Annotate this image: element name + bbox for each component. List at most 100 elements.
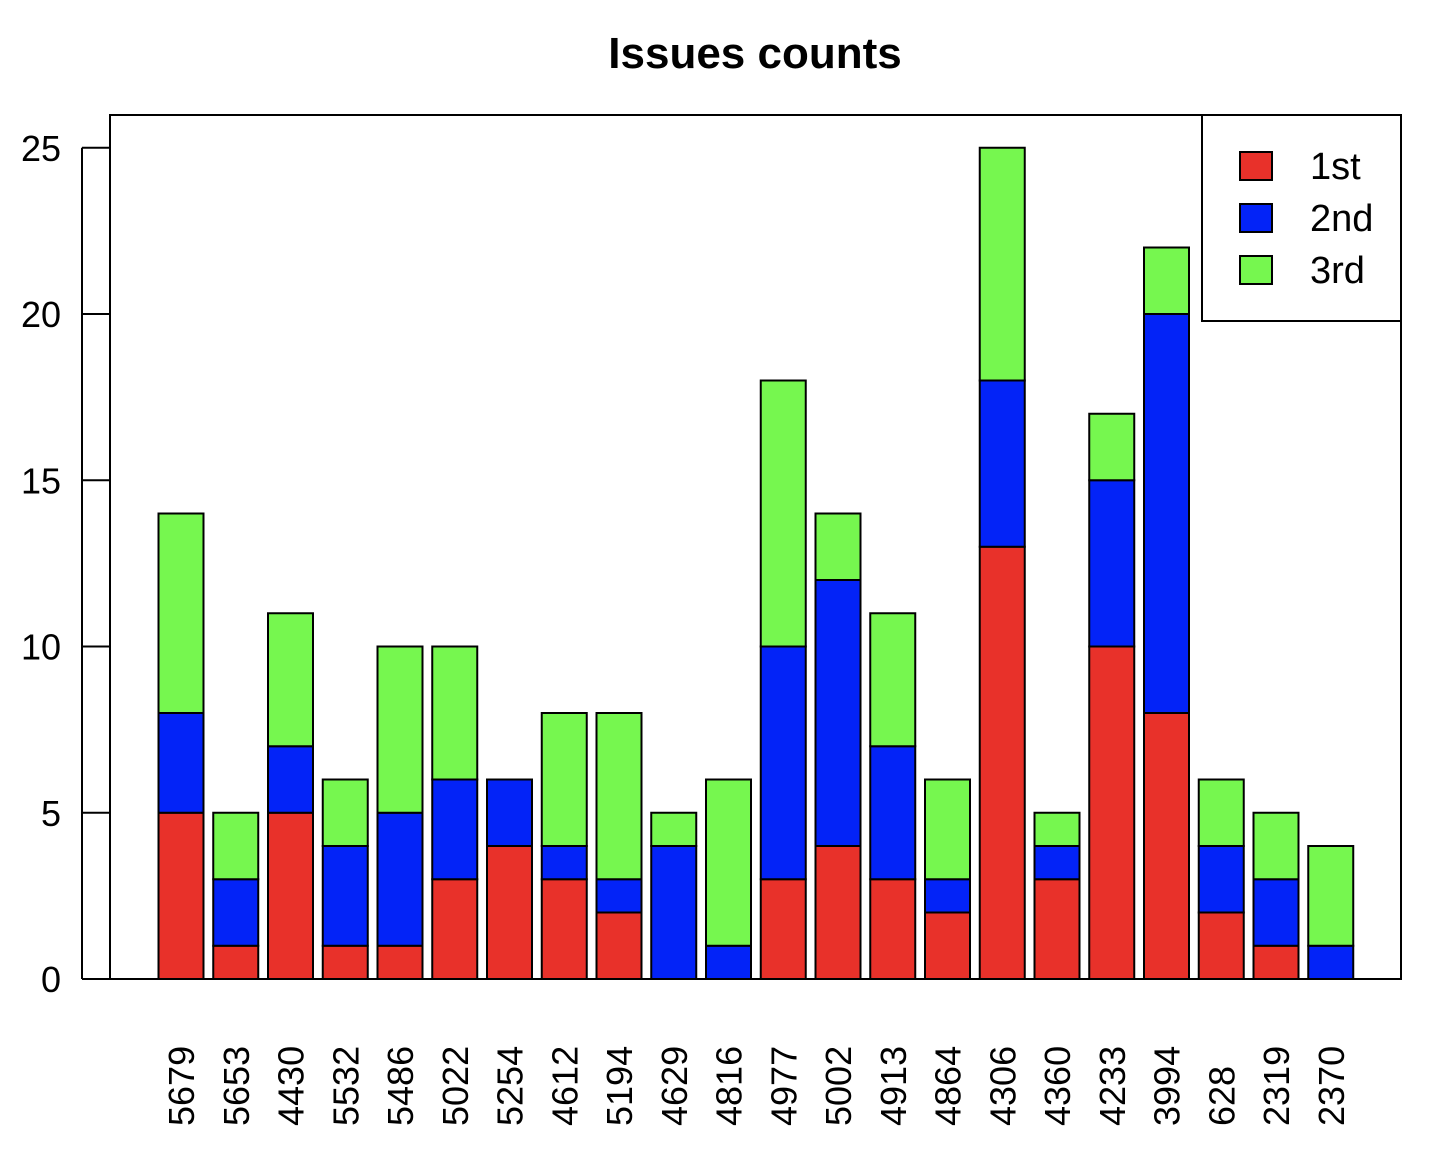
bar-4233-1st: [1088, 645, 1136, 980]
x-tick-label: 4977: [763, 1046, 804, 1126]
bar-stack-5486: [376, 645, 424, 980]
x-tick-label: 5002: [818, 1046, 859, 1126]
bar-4233-3rd: [1088, 412, 1136, 482]
legend-swatch-1st: [1239, 151, 1273, 181]
bar-4612-2nd: [540, 845, 588, 881]
bar-4430-1st: [267, 811, 314, 980]
bar-stack-4629: [650, 811, 698, 980]
x-tick-label: 4233: [1092, 1046, 1133, 1126]
bar-5679-3rd: [157, 512, 205, 714]
x-tick-label: 5653: [216, 1046, 257, 1126]
bar-5653-2nd: [212, 878, 260, 947]
bar-stack-5532: [321, 778, 369, 980]
x-tick-label: 5194: [599, 1046, 640, 1126]
bar-3994-2nd: [1143, 313, 1190, 714]
legend-label-3rd: 3rd: [1310, 250, 1365, 292]
bar-2319-3rd: [1252, 811, 1300, 881]
bar-stack-4612: [540, 712, 588, 980]
bar-stack-4913: [869, 612, 917, 980]
legend-label-2nd: 2nd: [1310, 198, 1373, 240]
bar-4864-2nd: [924, 878, 971, 914]
bar-stack-5194: [595, 712, 643, 980]
x-tick-label: 5679: [161, 1046, 202, 1126]
bars: [157, 146, 1355, 980]
legend-swatch-3rd: [1239, 255, 1273, 285]
bar-4233-2nd: [1088, 479, 1136, 648]
bar-4306-3rd: [978, 146, 1026, 382]
bar-stack-5679: [157, 512, 205, 980]
x-tick-label: 2370: [1311, 1046, 1352, 1126]
y-tick-label: 0: [41, 959, 61, 1000]
x-tick-label: 4629: [654, 1046, 695, 1126]
bar-stack-2370: [1307, 845, 1355, 980]
chart-title: Issues counts: [608, 29, 901, 78]
bar-4864-3rd: [924, 778, 971, 881]
bar-stack-4864: [924, 778, 971, 980]
bar-stack-628: [1197, 778, 1245, 980]
y-tick-label: 10: [21, 627, 61, 668]
bar-stack-5254: [486, 778, 533, 980]
bar-2370-2nd: [1307, 944, 1355, 980]
bar-5653-3rd: [212, 811, 260, 881]
bar-4430-2nd: [267, 745, 314, 814]
bar-stack-4360: [1033, 811, 1081, 980]
bar-5486-3rd: [376, 645, 424, 814]
bar-4977-3rd: [759, 379, 807, 648]
x-axis-labels: 5679 5653 4430 5532 5486 5022 5254 4612 5194 4629…: [161, 1046, 1352, 1126]
bar-5194-2nd: [595, 878, 643, 914]
x-tick-label: 4864: [928, 1046, 969, 1126]
bar-4360-2nd: [1033, 845, 1081, 881]
legend: 1st 2nd 3rd: [1201, 114, 1402, 322]
legend-swatch-2nd: [1239, 203, 1273, 233]
y-tick-label: 5: [41, 793, 61, 834]
bar-628-1st: [1197, 911, 1245, 980]
bar-stack-2319: [1252, 811, 1300, 980]
x-tick-label: 4306: [982, 1046, 1023, 1126]
x-tick-label: 628: [1201, 1066, 1242, 1126]
bar-5532-2nd: [321, 845, 369, 947]
bar-5486-2nd: [376, 811, 424, 947]
bar-4306-1st: [978, 545, 1026, 980]
x-tick-label: 2319: [1256, 1046, 1297, 1126]
bar-5254-1st: [486, 845, 533, 980]
bar-4629-2nd: [650, 845, 698, 980]
bar-4816-2nd: [705, 944, 752, 980]
x-tick-label: 4816: [709, 1046, 750, 1126]
bar-628-3rd: [1197, 778, 1245, 847]
legend-label-1st: 1st: [1310, 146, 1361, 188]
x-tick-label: 5486: [380, 1046, 421, 1126]
bar-5002-3rd: [814, 512, 862, 581]
bar-stack-4816: [705, 778, 752, 980]
bar-stack-5002: [814, 512, 862, 980]
bar-3994-1st: [1143, 712, 1190, 980]
bar-5679-1st: [157, 811, 205, 980]
y-tick-label: 25: [21, 128, 61, 169]
bar-5679-2nd: [157, 712, 205, 814]
bar-4360-1st: [1033, 878, 1081, 980]
bar-4430-3rd: [267, 612, 314, 748]
legend-box: [1201, 114, 1402, 322]
bar-2370-3rd: [1307, 845, 1355, 947]
bar-4306-2nd: [978, 379, 1026, 548]
bar-4977-2nd: [759, 645, 807, 881]
bar-4629-3rd: [650, 811, 698, 847]
x-tick-label: 4430: [271, 1046, 312, 1126]
bar-5532-1st: [321, 944, 369, 980]
bar-4913-1st: [869, 878, 917, 980]
bar-5532-3rd: [321, 778, 369, 847]
bar-5022-3rd: [431, 645, 479, 781]
bar-stack-4306: [978, 146, 1026, 980]
x-tick-label: 4612: [544, 1046, 585, 1126]
bar-stack-4233: [1088, 412, 1136, 980]
bar-5002-1st: [814, 845, 862, 980]
bar-2319-1st: [1252, 944, 1300, 980]
bar-stack-5022: [431, 645, 479, 980]
plot-frame: [109, 114, 1402, 980]
y-tick-label: 20: [21, 294, 61, 335]
bar-4612-3rd: [540, 712, 588, 847]
x-tick-label: 4913: [873, 1046, 914, 1126]
bar-628-2nd: [1197, 845, 1245, 914]
bar-4816-3rd: [705, 778, 752, 947]
bar-5486-1st: [376, 944, 424, 980]
